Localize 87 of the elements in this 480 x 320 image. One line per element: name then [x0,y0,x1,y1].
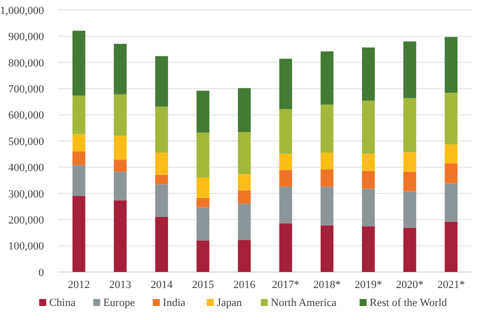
bar [403,228,416,272]
bar [403,172,416,192]
y-tick-label: 500,000 [8,136,44,148]
y-tick-label: 300,000 [8,188,44,200]
x-tick-label: 2021* [437,279,465,291]
bar [279,109,292,154]
x-tick-label: 2012 [68,279,90,291]
bar [279,58,292,110]
bar [444,36,458,93]
y-tick-label: 700,000 [8,83,44,96]
bar [279,223,292,272]
x-tick-label: 2013 [109,279,132,291]
bar [362,47,375,101]
bar [320,104,334,153]
bar [320,169,334,187]
y-tick-label: 400,000 [8,162,44,174]
bar [279,186,292,224]
bar [72,134,86,152]
bar [196,207,210,241]
y-tick-label: 100,000 [8,240,44,253]
x-tick-label: 2017* [272,279,300,291]
bar [362,100,375,154]
bar [320,186,334,226]
bar [196,132,210,178]
bar [279,170,292,187]
bar [320,152,334,170]
bar [403,98,416,152]
bar [238,204,251,240]
bar [114,160,127,172]
bar [72,96,86,134]
x-tick-label: 2020* [396,279,424,291]
bar [155,216,168,272]
bar [362,170,375,189]
bar [403,41,416,98]
x-tick-label: 2019* [354,279,382,291]
x-tick-label: 2016 [233,279,256,291]
y-tick-label: 600,000 [8,110,44,122]
bar [196,240,210,272]
bar [114,94,127,136]
bar [155,56,168,107]
bar [196,177,210,198]
bar [362,226,375,272]
bar [196,90,210,133]
bar [238,190,251,204]
bar [155,152,168,175]
bar [238,240,251,272]
bar [114,44,127,94]
x-tick-label: 2018* [313,279,341,291]
bar [444,222,458,272]
bar [72,30,86,96]
bar [444,163,458,184]
bar [72,196,86,272]
bar [114,200,127,272]
bar [114,136,127,160]
bar [238,88,251,132]
legend-label: Japan [216,297,242,309]
bar [238,132,251,174]
bar [279,154,292,170]
bar [114,172,127,200]
bar [320,225,334,272]
legend-label: Rest of the World [370,297,448,309]
legend-label: North America [270,297,337,309]
bar [362,154,375,171]
bar [155,174,168,184]
legend-label: India [162,297,186,309]
y-tick-label: 0 [38,266,44,279]
y-tick-label: 1,000,000 [0,4,44,17]
x-tick-label: 2015 [192,279,214,291]
bar [238,174,251,190]
x-tick-label: 2014 [150,279,174,291]
bar [196,198,210,208]
bar [320,51,334,105]
bar [444,183,458,222]
y-tick-label: 200,000 [8,214,44,226]
bar [362,188,375,226]
bar [72,151,86,166]
bar [155,184,168,217]
y-tick-label: 900,000 [8,31,44,44]
legend-label: China [49,297,76,309]
bar [155,106,168,153]
bar [403,191,416,228]
bar [444,144,458,164]
y-tick-label: 800,000 [8,57,44,70]
legend-label: Europe [103,297,136,309]
bar [403,152,416,172]
bar [72,165,86,196]
bar [444,92,458,144]
